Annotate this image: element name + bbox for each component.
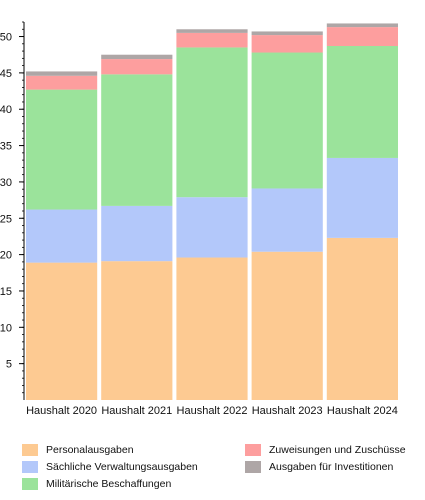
y-tick-label: 35 (0, 141, 12, 153)
legend-item-personalausgaben: Personalausgaben (22, 442, 134, 458)
legend: Personalausgaben Sächliche Verwaltungsaus… (0, 436, 425, 496)
y-tick-label: 20 (0, 250, 12, 262)
bar-segment-personalausgaben-haushalt-2024 (326, 237, 398, 400)
bar-segment-personalausgaben-haushalt-2022 (176, 257, 248, 400)
bar-segment-militarische-beschaffungen-haushalt-2021 (101, 74, 173, 206)
y-tick-label: 10 (0, 322, 12, 334)
legend-item-militarische-beschaffungen: Militärische Beschaffungen (22, 476, 171, 492)
legend-swatch (22, 444, 38, 456)
legend-swatch (22, 461, 38, 473)
y-axis: 5 10 15 20 25 30 35 40 45 50 (0, 21, 25, 400)
bar-segment-zuweisungen-und-zuschusse-haushalt-2024 (326, 27, 398, 46)
y-tick-label: 15 (0, 286, 12, 298)
bar-segment-militarische-beschaffungen-haushalt-2024 (326, 45, 398, 158)
x-tick-label: Haushalt 2024 (327, 405, 398, 417)
bar-segment-zuweisungen-und-zuschusse-haushalt-2020 (26, 75, 98, 90)
legend-swatch (245, 444, 261, 456)
bar-segment-zuweisungen-und-zuschusse-haushalt-2023 (251, 35, 323, 53)
bar-segment-sachliche-verwaltungsausgaben-haushalt-2021 (101, 205, 173, 262)
bar-segment-militarische-beschaffungen-haushalt-2023 (251, 52, 323, 189)
bar-segment-zuweisungen-und-zuschusse-haushalt-2021 (101, 59, 173, 75)
legend-label: Zuweisungen und Zuschüsse (269, 444, 406, 456)
bar-segment-militarische-beschaffungen-haushalt-2020 (26, 89, 98, 210)
bar-segment-ausgaben-fur-investitionen-haushalt-2023 (251, 31, 323, 36)
y-tick-label: 30 (0, 177, 12, 189)
bar-segment-personalausgaben-haushalt-2021 (101, 261, 173, 400)
bar-segment-sachliche-verwaltungsausgaben-haushalt-2024 (326, 157, 398, 238)
bar-segment-ausgaben-fur-investitionen-haushalt-2022 (176, 29, 248, 33)
bar-segment-sachliche-verwaltungsausgaben-haushalt-2022 (176, 197, 248, 258)
x-tick-label: Haushalt 2021 (101, 405, 172, 417)
bars (26, 23, 398, 400)
bar-segment-personalausgaben-haushalt-2020 (26, 262, 98, 400)
x-tick-label: Haushalt 2022 (177, 405, 248, 417)
legend-label: Personalausgaben (46, 444, 134, 456)
y-tick-label: 5 (6, 359, 12, 371)
x-tick-label: Haushalt 2020 (26, 405, 97, 417)
bar-segment-personalausgaben-haushalt-2023 (251, 251, 323, 400)
y-tick-label: 25 (0, 213, 12, 225)
x-axis: Haushalt 2020 Haushalt 2021 Haushalt 2022 H… (26, 405, 398, 417)
bar-segment-ausgaben-fur-investitionen-haushalt-2020 (26, 71, 98, 76)
legend-label: Militärische Beschaffungen (46, 478, 172, 490)
bar-segment-ausgaben-fur-investitionen-haushalt-2021 (101, 54, 173, 60)
bar-segment-ausgaben-fur-investitionen-haushalt-2024 (326, 23, 398, 28)
y-tick-label: 40 (0, 104, 12, 116)
legend-swatch (22, 478, 38, 490)
legend-swatch (245, 461, 261, 473)
bar-segment-zuweisungen-und-zuschusse-haushalt-2022 (176, 32, 248, 48)
y-tick-label: 45 (0, 68, 12, 80)
bar-segment-sachliche-verwaltungsausgaben-haushalt-2023 (251, 188, 323, 252)
legend-item-zuweisungen-und-zuschusse: Zuweisungen und Zuschüsse (245, 442, 406, 458)
legend-item-ausgaben-fur-investitionen: Ausgaben für Investitionen (245, 459, 393, 475)
legend-item-sachliche-verwaltungsausgaben: Sächliche Verwaltungsausgaben (22, 459, 198, 475)
legend-label: Ausgaben für Investitionen (269, 461, 394, 473)
bar-segment-militarische-beschaffungen-haushalt-2022 (176, 47, 248, 198)
legend-label: Sächliche Verwaltungsausgaben (46, 461, 198, 473)
y-tick-label: 50 (0, 32, 12, 44)
x-tick-label: Haushalt 2023 (252, 405, 323, 417)
bar-segment-sachliche-verwaltungsausgaben-haushalt-2020 (26, 209, 98, 263)
